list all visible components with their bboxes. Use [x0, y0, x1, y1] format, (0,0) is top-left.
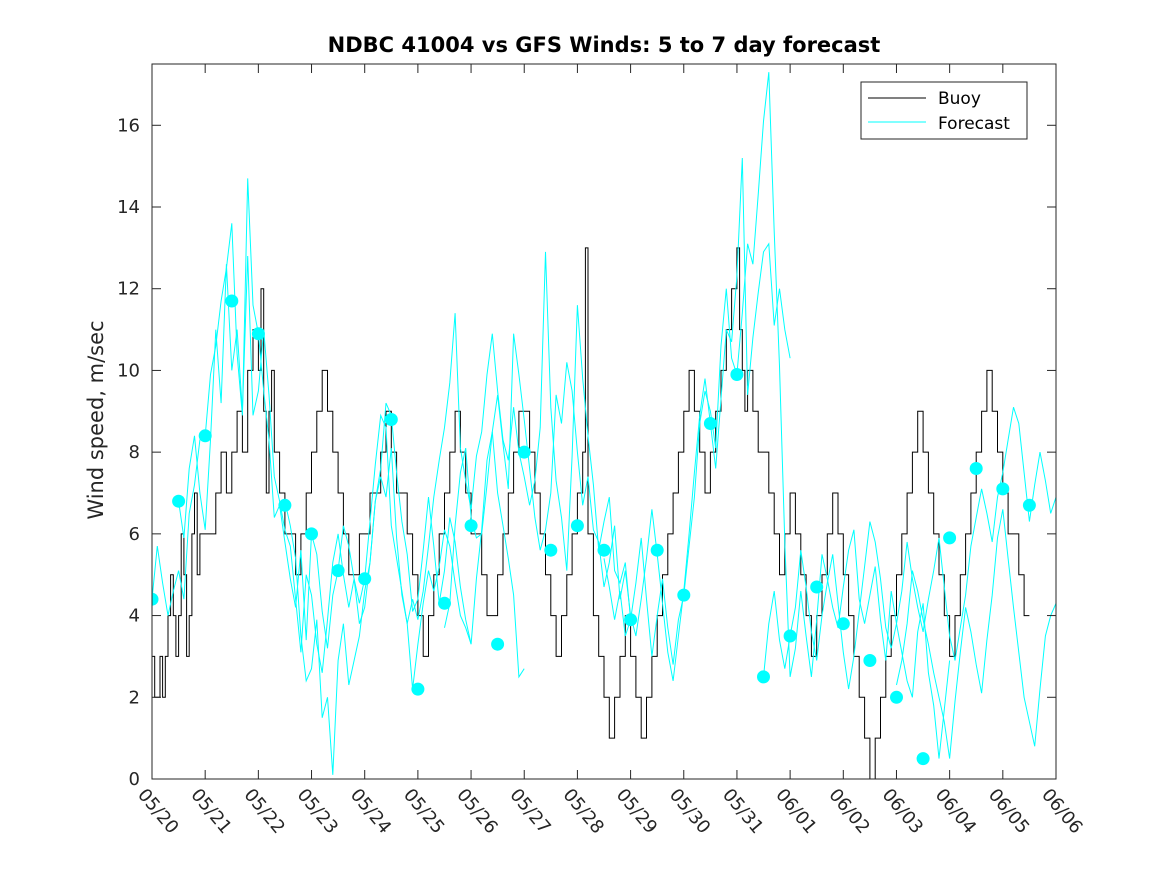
forecast-marker-24	[757, 670, 770, 684]
y-axis-label: Wind speed, m/sec	[84, 320, 108, 519]
series-buoy-line	[152, 247, 1030, 779]
y-tick-label: 2	[129, 687, 140, 708]
y-tick-label: 14	[117, 197, 140, 218]
forecast-marker-13	[464, 519, 478, 533]
series-forecast-line-3	[178, 255, 525, 679]
legend-box	[860, 81, 1028, 140]
y-tick-label: 6	[129, 524, 140, 545]
forecast-marker-19	[624, 613, 638, 627]
forecast-marker-33	[996, 482, 1010, 496]
forecast-marker-16	[544, 543, 558, 557]
series-forecast-line-7	[896, 509, 1056, 759]
forecast-marker-32	[969, 462, 983, 475]
forecast-marker-25	[783, 629, 797, 643]
forecast-marker-7	[305, 527, 318, 541]
y-tick-label: 4	[129, 606, 140, 627]
y-tick-label: 8	[129, 442, 140, 463]
forecast-marker-22	[703, 417, 717, 430]
legend-buoy-label: Buoy	[938, 89, 981, 109]
y-tick-label: 12	[117, 279, 140, 300]
forecast-marker-8	[331, 564, 345, 578]
forecast-marker-9	[358, 572, 372, 586]
forecast-marker-6	[278, 498, 292, 512]
forecast-marker-14	[491, 637, 505, 651]
series-forecast-line-6	[763, 407, 1056, 690]
forecast-marker-15	[517, 445, 531, 459]
forecast-marker-5	[251, 327, 265, 341]
plot-frame	[151, 63, 1057, 780]
forecast-marker-3	[198, 429, 212, 443]
forecast-marker-10	[384, 413, 398, 426]
series-forecast-line-5	[603, 72, 951, 759]
y-tick-label: 16	[117, 115, 140, 136]
y-tick-label: 10	[117, 360, 140, 381]
forecast-marker-28	[863, 654, 877, 667]
forecast-marker-30	[916, 752, 930, 766]
series-forecast-line-4	[444, 157, 791, 681]
forecast-marker-21	[677, 588, 691, 602]
forecast-marker-11	[411, 682, 425, 696]
y-axis: 0 2 4 6 8 10 12 14 16	[117, 115, 1056, 790]
legend-forecast-label: Forecast	[938, 114, 1010, 134]
forecast-marker-12	[438, 596, 451, 610]
plot-area	[152, 72, 1056, 779]
forecast-marker-20	[650, 543, 664, 557]
forecast-marker-18	[597, 543, 611, 557]
legend: Buoy Forecast	[860, 81, 1028, 140]
forecast-marker-31	[943, 531, 957, 545]
y-tick-label: 0	[129, 769, 140, 790]
forecast-marker-4	[225, 294, 239, 308]
forecast-marker-26	[810, 580, 824, 594]
forecast-marker-29	[890, 690, 903, 704]
forecast-marker-2	[172, 494, 186, 508]
chart-title: NDBC 41004 vs GFS Winds: 5 to 7 day fore…	[328, 33, 881, 57]
forecast-marker-23	[730, 368, 744, 381]
series-forecast-line-2	[284, 251, 632, 775]
forecast-marker-17	[570, 519, 584, 533]
forecast-marker-1	[152, 592, 159, 606]
forecast-marker-34	[1022, 498, 1036, 512]
forecast-marker-27	[836, 617, 850, 631]
